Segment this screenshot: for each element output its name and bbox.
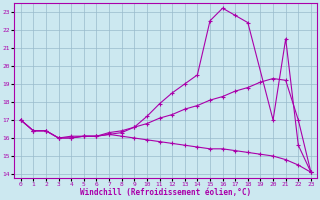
- X-axis label: Windchill (Refroidissement éolien,°C): Windchill (Refroidissement éolien,°C): [80, 188, 252, 197]
